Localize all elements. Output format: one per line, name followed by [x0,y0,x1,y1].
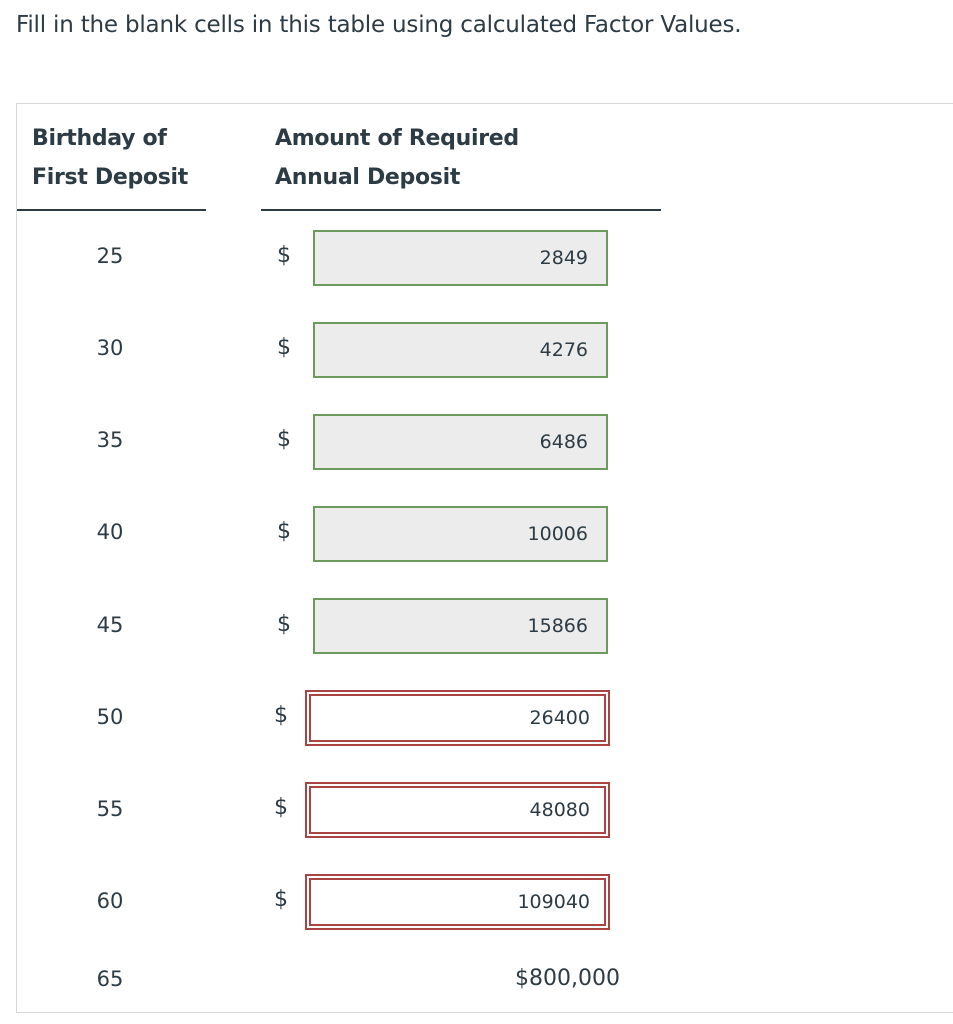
input-value: 6486 [539,431,588,453]
dollar-sign: $ [277,243,291,268]
dollar-sign: $ [274,703,288,728]
row-age-final: 65 [96,967,124,991]
row-age: 55 [96,797,124,821]
column-header-birthday-line2: First Deposit [32,165,188,190]
input-value: 26400 [529,707,590,729]
annual-deposit-input-correct[interactable]: 4276 [313,322,608,378]
header-rule-birthday [17,209,206,211]
column-header-birthday-line1: Birthday of [32,126,167,151]
dollar-sign: $ [277,427,291,452]
row-age: 35 [96,428,124,452]
input-value: 15866 [527,615,588,637]
input-value: 10006 [527,523,588,545]
dollar-sign: $ [277,335,291,360]
dollar-sign: $ [277,519,291,544]
question-table-panel [16,103,953,1013]
annual-deposit-input-correct[interactable]: 15866 [313,598,608,654]
row-age: 60 [96,889,124,913]
row-age: 25 [96,244,124,268]
dollar-sign: $ [274,795,288,820]
annual-deposit-input-correct[interactable]: 6486 [313,414,608,470]
input-value: 109040 [517,891,590,913]
annual-deposit-input-incorrect[interactable]: 26400 [305,690,610,746]
row-age: 45 [96,613,124,637]
column-header-amount-line1: Amount of Required [275,126,519,151]
header-rule-amount [261,209,661,211]
input-value: 2849 [539,247,588,269]
annual-deposit-input-incorrect[interactable]: 109040 [305,874,610,930]
column-header-amount: Amount of Required Annual Deposit [275,119,519,197]
target-amount: $800,000 [515,966,620,991]
annual-deposit-input-correct[interactable]: 2849 [313,230,608,286]
column-header-birthday: Birthday of First Deposit [32,119,188,197]
row-age: 40 [96,520,124,544]
annual-deposit-input-correct[interactable]: 10006 [313,506,608,562]
column-header-amount-line2: Annual Deposit [275,165,461,190]
dollar-sign: $ [277,612,291,637]
row-age: 30 [96,336,124,360]
dollar-sign: $ [274,887,288,912]
row-age: 50 [96,705,124,729]
instructions-text: Fill in the blank cells in this table us… [16,12,742,38]
input-value: 4276 [539,339,588,361]
input-value: 48080 [529,799,590,821]
annual-deposit-input-incorrect[interactable]: 48080 [305,782,610,838]
